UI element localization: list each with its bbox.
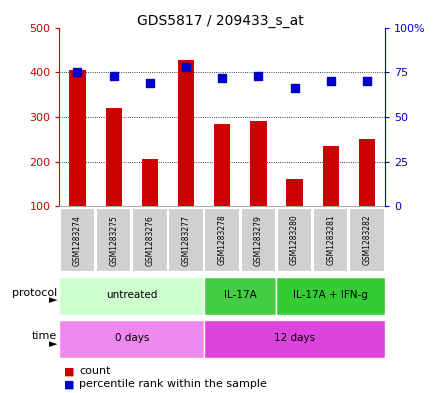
Text: protocol: protocol — [12, 288, 57, 298]
Bar — [276, 277, 385, 315]
Text: ■: ■ — [64, 366, 74, 376]
Bar — [106, 108, 122, 206]
Text: GSM1283275: GSM1283275 — [109, 215, 118, 266]
Text: count: count — [79, 366, 111, 376]
Bar — [204, 320, 385, 358]
Bar — [205, 208, 240, 272]
Text: time: time — [32, 331, 57, 341]
Bar — [313, 208, 348, 272]
Point — [291, 85, 298, 92]
Text: GSM1283277: GSM1283277 — [182, 215, 191, 266]
Bar — [168, 208, 204, 272]
Text: GSM1283276: GSM1283276 — [145, 215, 154, 266]
Text: 12 days: 12 days — [274, 333, 315, 343]
Text: GDS5817 / 209433_s_at: GDS5817 / 209433_s_at — [137, 14, 303, 28]
Point — [255, 73, 262, 79]
Bar — [250, 121, 267, 206]
Text: GSM1283279: GSM1283279 — [254, 215, 263, 266]
Bar — [96, 208, 132, 272]
Text: IL-17A + IFN-g: IL-17A + IFN-g — [293, 290, 368, 300]
Point — [74, 69, 81, 75]
Text: ►: ► — [49, 339, 57, 349]
Point — [363, 78, 370, 84]
Text: ►: ► — [49, 296, 57, 305]
Text: GSM1283274: GSM1283274 — [73, 215, 82, 266]
Bar — [286, 178, 303, 206]
Bar — [204, 277, 276, 315]
Bar — [241, 208, 276, 272]
Bar — [359, 139, 375, 206]
Bar — [323, 146, 339, 206]
Text: GSM1283278: GSM1283278 — [218, 215, 227, 266]
Bar — [59, 320, 204, 358]
Text: ■: ■ — [64, 379, 74, 389]
Point — [147, 80, 154, 86]
Text: GSM1283282: GSM1283282 — [363, 215, 371, 265]
Bar — [178, 60, 194, 206]
Bar — [214, 124, 231, 206]
Point — [327, 78, 334, 84]
Text: GSM1283281: GSM1283281 — [326, 215, 335, 265]
Bar — [349, 208, 385, 272]
Bar — [132, 208, 168, 272]
Text: percentile rank within the sample: percentile rank within the sample — [79, 379, 267, 389]
Point — [183, 64, 190, 70]
Bar — [277, 208, 312, 272]
Point — [219, 74, 226, 81]
Text: GSM1283280: GSM1283280 — [290, 215, 299, 266]
Text: untreated: untreated — [106, 290, 158, 300]
Bar — [59, 277, 204, 315]
Text: IL-17A: IL-17A — [224, 290, 257, 300]
Point — [110, 73, 117, 79]
Bar — [70, 70, 86, 206]
Bar — [60, 208, 95, 272]
Text: 0 days: 0 days — [114, 333, 149, 343]
Bar — [142, 160, 158, 206]
